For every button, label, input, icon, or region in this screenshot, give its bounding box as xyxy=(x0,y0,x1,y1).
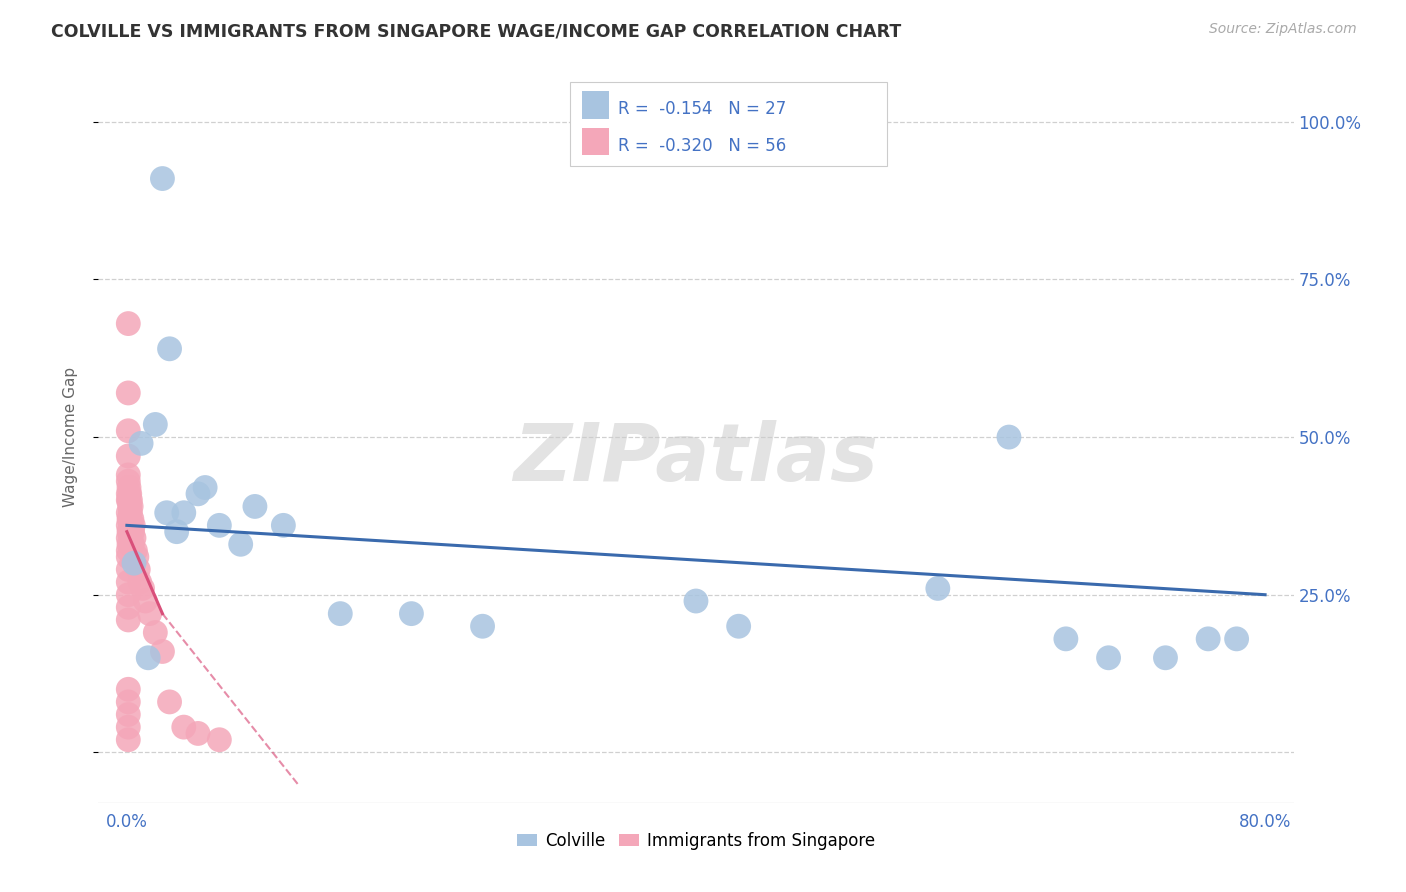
Text: ZIPatlas: ZIPatlas xyxy=(513,420,879,498)
Legend: Colville, Immigrants from Singapore: Colville, Immigrants from Singapore xyxy=(510,825,882,856)
Point xyxy=(173,720,195,734)
Point xyxy=(117,424,139,438)
Point xyxy=(117,386,139,401)
Point xyxy=(136,650,159,665)
Point xyxy=(124,543,146,558)
Point xyxy=(117,562,139,576)
Point xyxy=(117,695,139,709)
Point xyxy=(401,607,423,621)
Point xyxy=(152,644,174,658)
Point xyxy=(125,549,148,564)
Point xyxy=(118,524,141,539)
Point xyxy=(117,732,139,747)
Point xyxy=(1054,632,1077,646)
Point xyxy=(998,430,1021,444)
Point xyxy=(131,582,153,596)
Text: Source: ZipAtlas.com: Source: ZipAtlas.com xyxy=(1209,22,1357,37)
Point xyxy=(117,613,139,627)
Point xyxy=(194,481,217,495)
Point xyxy=(166,524,188,539)
Point xyxy=(1154,650,1177,665)
Point xyxy=(120,518,142,533)
Text: COLVILLE VS IMMIGRANTS FROM SINGAPORE WAGE/INCOME GAP CORRELATION CHART: COLVILLE VS IMMIGRANTS FROM SINGAPORE WA… xyxy=(51,22,901,40)
Point xyxy=(159,695,181,709)
Point xyxy=(128,575,150,590)
Point xyxy=(243,500,266,514)
Point xyxy=(118,524,141,539)
Point xyxy=(120,500,142,514)
Point xyxy=(118,537,141,551)
Point xyxy=(122,518,145,533)
Point xyxy=(727,619,749,633)
Y-axis label: Wage/Income Gap: Wage/Income Gap xyxy=(63,367,77,508)
Point xyxy=(118,500,141,514)
Point xyxy=(187,487,209,501)
Point xyxy=(152,171,174,186)
Point xyxy=(156,506,179,520)
Point xyxy=(120,493,142,508)
Point xyxy=(117,575,139,590)
Point xyxy=(685,594,707,608)
Point xyxy=(117,549,139,564)
Point xyxy=(118,493,141,508)
Point xyxy=(117,588,139,602)
Point xyxy=(122,556,145,570)
Point xyxy=(117,543,139,558)
Text: R =  -0.320   N = 56: R = -0.320 N = 56 xyxy=(619,137,786,155)
Text: R =  -0.154   N = 27: R = -0.154 N = 27 xyxy=(619,101,786,119)
Point xyxy=(159,342,181,356)
FancyBboxPatch shape xyxy=(582,128,609,155)
Point xyxy=(173,506,195,520)
Point xyxy=(138,607,160,621)
Point xyxy=(273,518,295,533)
Point xyxy=(117,467,139,482)
Point xyxy=(329,607,352,621)
Point xyxy=(1197,632,1219,646)
Point xyxy=(927,582,949,596)
Point xyxy=(120,506,142,520)
Point xyxy=(117,531,139,545)
Point xyxy=(117,518,139,533)
Point xyxy=(117,493,139,508)
Point xyxy=(121,512,143,526)
Point xyxy=(121,537,143,551)
Point xyxy=(117,317,139,331)
Point xyxy=(208,518,231,533)
Point xyxy=(127,562,149,576)
Point xyxy=(117,600,139,615)
Point xyxy=(121,524,143,539)
Point xyxy=(117,720,139,734)
Point xyxy=(117,474,139,488)
Point xyxy=(117,506,139,520)
FancyBboxPatch shape xyxy=(582,91,609,119)
FancyBboxPatch shape xyxy=(571,82,887,167)
Point xyxy=(143,625,166,640)
Point xyxy=(120,518,142,533)
Point xyxy=(122,531,145,545)
Point xyxy=(118,512,141,526)
Point xyxy=(117,682,139,697)
Point xyxy=(208,732,231,747)
Point xyxy=(117,449,139,463)
Point xyxy=(471,619,494,633)
Point xyxy=(229,537,252,551)
Point xyxy=(143,417,166,432)
Point xyxy=(120,537,142,551)
Point xyxy=(1226,632,1249,646)
Point xyxy=(118,512,141,526)
Point xyxy=(118,487,141,501)
Point xyxy=(1097,650,1119,665)
Point xyxy=(129,436,152,450)
Point xyxy=(117,487,139,501)
Point xyxy=(134,594,156,608)
Point xyxy=(187,726,209,740)
Point xyxy=(117,707,139,722)
Point xyxy=(118,481,141,495)
